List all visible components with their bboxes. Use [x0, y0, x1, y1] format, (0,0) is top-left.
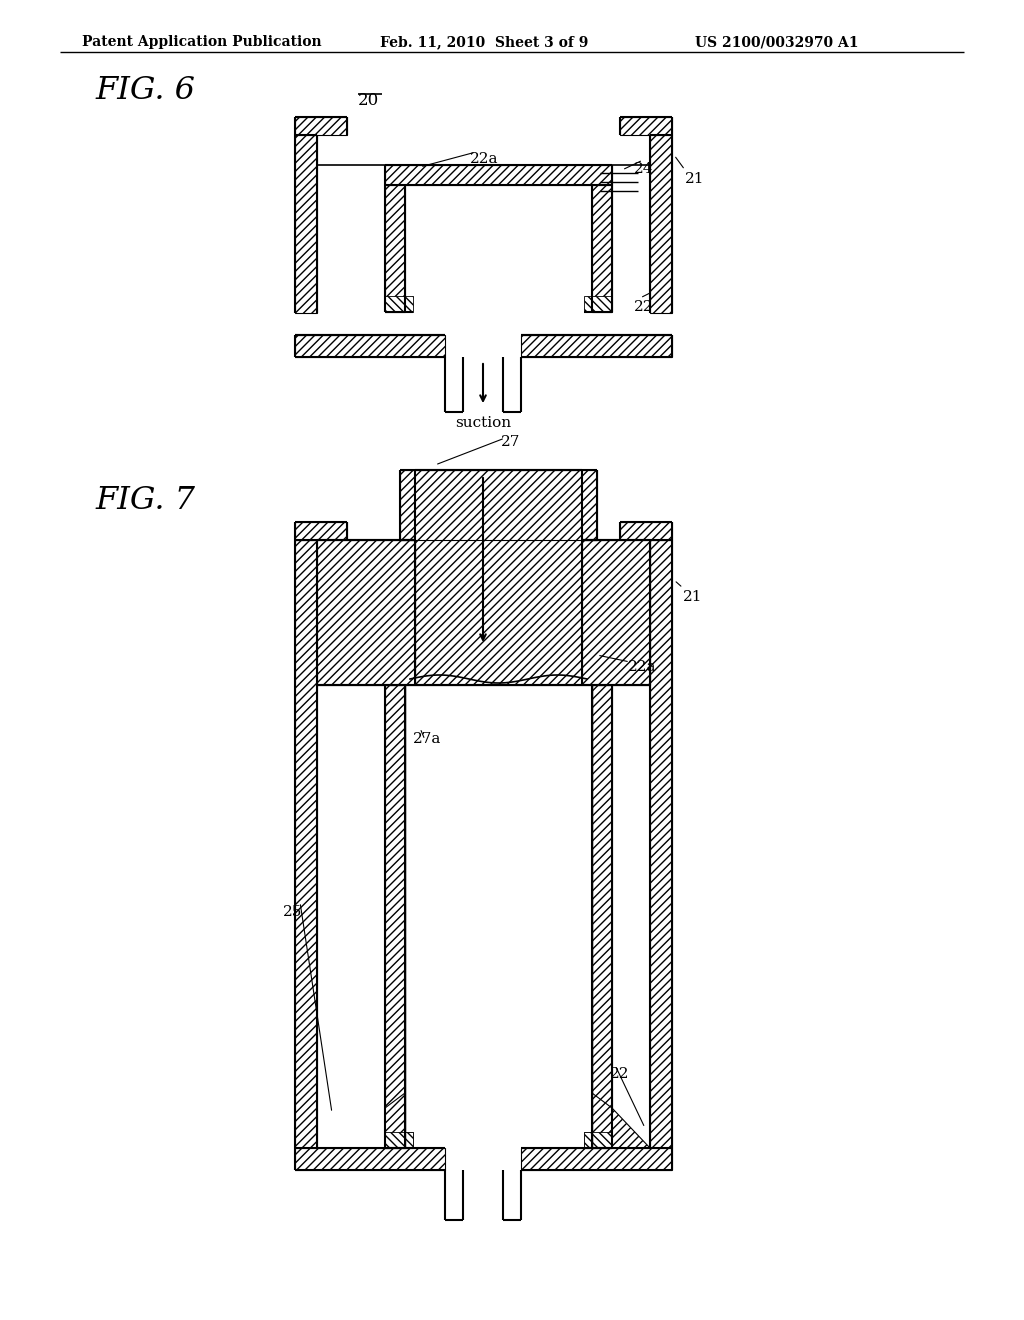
Bar [295, 135, 317, 313]
Bar [385, 685, 406, 1148]
Bar [295, 540, 317, 1148]
Text: 22a: 22a [470, 152, 499, 166]
Bar [385, 1133, 413, 1148]
Text: 20: 20 [358, 92, 379, 110]
Text: 27a: 27a [413, 733, 441, 746]
Text: 22: 22 [634, 300, 653, 314]
Text: 24: 24 [634, 162, 653, 176]
Bar [295, 335, 445, 356]
Bar [400, 470, 597, 540]
Bar [385, 185, 406, 312]
Text: US 2100/0032970 A1: US 2100/0032970 A1 [695, 36, 858, 49]
Bar [584, 296, 612, 312]
Bar [385, 165, 612, 185]
Bar [521, 335, 672, 356]
Polygon shape [592, 1093, 650, 1148]
Text: FIG. 7: FIG. 7 [95, 484, 195, 516]
Bar [521, 1148, 672, 1170]
Bar [385, 296, 413, 312]
Bar [385, 1133, 413, 1148]
Bar [317, 540, 415, 685]
Text: Patent Application Publication: Patent Application Publication [82, 36, 322, 49]
Bar [295, 521, 347, 540]
Text: 22a: 22a [628, 660, 656, 675]
Bar [592, 185, 612, 312]
Bar [650, 135, 672, 313]
Text: 22: 22 [610, 1067, 630, 1081]
Text: 25: 25 [283, 906, 302, 919]
Text: 21: 21 [683, 590, 702, 605]
Text: FIG. 6: FIG. 6 [95, 75, 195, 106]
Bar [295, 1148, 445, 1170]
Bar [582, 540, 650, 685]
Polygon shape [317, 1093, 406, 1148]
Bar [584, 1133, 612, 1148]
Bar [650, 540, 672, 1148]
Bar [584, 1133, 612, 1148]
Bar [415, 470, 582, 685]
Bar [620, 521, 672, 540]
Text: Feb. 11, 2010  Sheet 3 of 9: Feb. 11, 2010 Sheet 3 of 9 [380, 36, 589, 49]
Text: suction: suction [455, 416, 511, 430]
Text: 21: 21 [685, 172, 705, 186]
Bar [295, 117, 347, 135]
Bar [592, 685, 612, 1148]
Text: 27: 27 [501, 436, 520, 449]
Bar [620, 117, 672, 135]
